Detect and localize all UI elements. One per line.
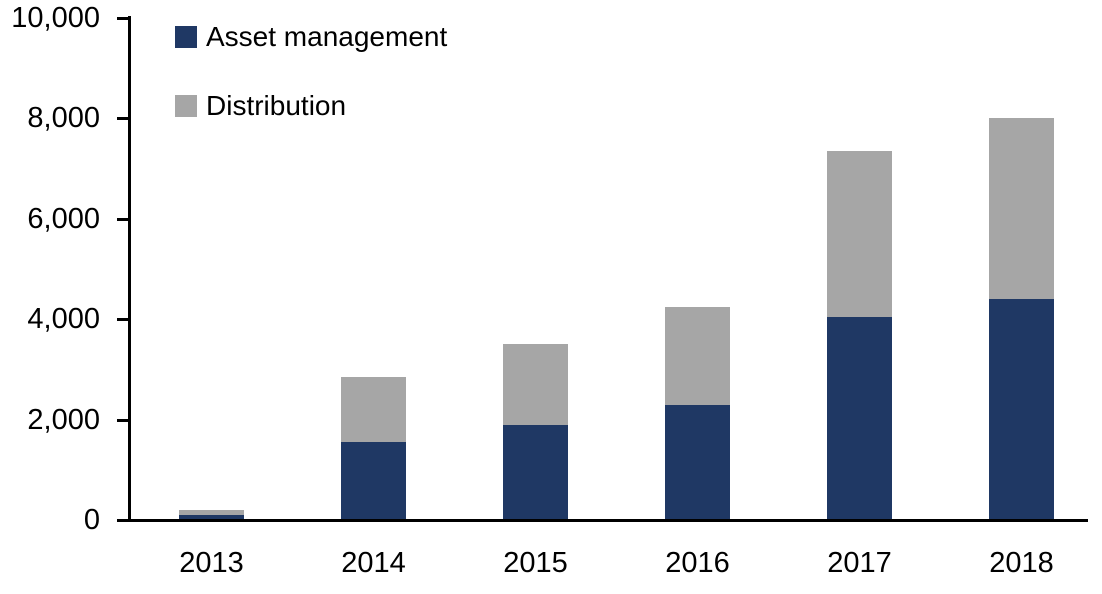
y-axis-tick [117,17,129,20]
x-axis-tick-label: 2013 [179,547,244,579]
x-axis-tick-label: 2017 [827,547,892,579]
bar-segment-2013-distribution [179,509,244,515]
legend-item-distribution: Distribution [175,90,347,121]
bar-segment-2014-distribution [341,376,406,443]
bar-segment-2016-distribution [665,306,730,405]
bar-segment-2016-asset-management [665,404,730,520]
y-axis-tick-label: 8,000 [27,102,100,135]
bar-segment-2014-asset-management [341,442,406,520]
legend-label-asset-management: Asset management [206,21,448,52]
y-axis-line [128,16,131,522]
legend-swatch-distribution [175,95,197,117]
bar-segment-2017-distribution [827,151,892,317]
y-axis-tick [117,318,129,322]
y-axis-tick [117,418,129,422]
legend-item-asset-management: Asset management [175,21,448,52]
y-axis-tick-label: 0 [83,504,100,536]
x-axis-line [117,519,1088,522]
y-axis-tick-label: 2,000 [27,403,100,436]
y-axis-tick-label: 6,000 [27,202,100,235]
x-axis-tick-label: 2015 [503,547,568,579]
x-axis-tick-label: 2014 [341,547,406,579]
bar-segment-2013-asset-management [179,514,244,520]
x-axis-tick-label: 2016 [665,547,730,579]
y-axis-tick-label: 4,000 [27,303,100,336]
bar-segment-2018-distribution [989,118,1054,300]
y-axis-tick [117,117,129,121]
legend-label-distribution: Distribution [206,90,347,121]
bar-segment-2017-asset-management [827,316,892,520]
x-axis-tick-label: 2018 [989,547,1054,579]
y-axis-tick-label: 10,000 [11,2,100,34]
bar-segment-2015-distribution [503,344,568,425]
y-axis-tick [117,217,129,221]
legend-swatch-asset-management [175,26,197,48]
bar-segment-2018-asset-management [989,299,1054,520]
bar-segment-2015-asset-management [503,424,568,520]
